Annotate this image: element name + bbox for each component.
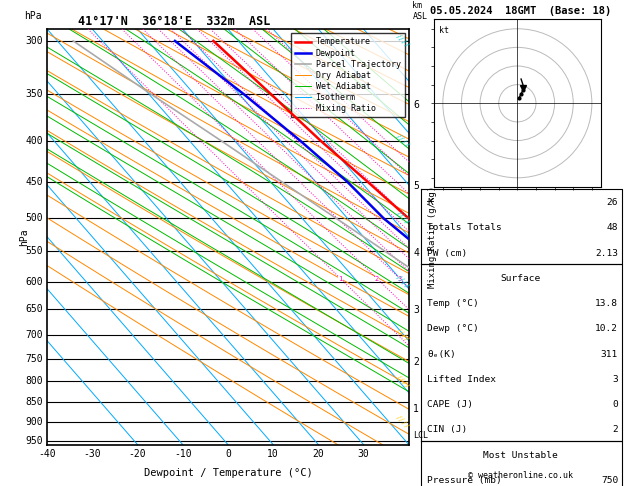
Text: CAPE (J): CAPE (J) — [427, 400, 473, 409]
Text: Most Unstable: Most Unstable — [483, 451, 558, 460]
Text: ////: //// — [394, 133, 411, 149]
Text: Surface: Surface — [501, 274, 540, 283]
Text: -40: -40 — [38, 449, 56, 459]
Legend: Temperature, Dewpoint, Parcel Trajectory, Dry Adiabat, Wet Adiabat, Isotherm, Mi: Temperature, Dewpoint, Parcel Trajectory… — [291, 34, 404, 117]
Text: Temp (°C): Temp (°C) — [427, 299, 479, 308]
Text: 750: 750 — [25, 354, 43, 364]
Text: 10: 10 — [267, 449, 279, 459]
Text: 700: 700 — [25, 330, 43, 340]
Text: 26: 26 — [606, 198, 618, 207]
Text: 450: 450 — [25, 177, 43, 187]
Text: 2: 2 — [375, 276, 379, 281]
Text: -30: -30 — [84, 449, 101, 459]
Text: 400: 400 — [25, 136, 43, 146]
Text: 0: 0 — [225, 449, 231, 459]
Text: 650: 650 — [25, 304, 43, 314]
Text: 900: 900 — [25, 417, 43, 427]
Text: Lifted Index: Lifted Index — [427, 375, 496, 384]
Text: hPa: hPa — [24, 11, 42, 21]
Text: K: K — [427, 198, 433, 207]
Text: 3: 3 — [613, 375, 618, 384]
Text: ////: //// — [394, 210, 411, 226]
Text: 5: 5 — [413, 180, 419, 191]
Text: 20: 20 — [313, 449, 325, 459]
Text: ////: //// — [394, 373, 411, 390]
Text: 950: 950 — [25, 436, 43, 446]
Title: 41°17'N  36°18'E  332m  ASL: 41°17'N 36°18'E 332m ASL — [77, 15, 270, 28]
Text: PW (cm): PW (cm) — [427, 248, 467, 258]
Text: 300: 300 — [25, 36, 43, 46]
Text: 3: 3 — [398, 276, 402, 281]
Text: 4: 4 — [413, 247, 419, 258]
Text: 3: 3 — [413, 305, 419, 315]
Text: 0: 0 — [613, 400, 618, 409]
Text: hPa: hPa — [19, 228, 29, 246]
Text: 2.13: 2.13 — [595, 248, 618, 258]
Text: Mixing Ratio (g/kg): Mixing Ratio (g/kg) — [428, 186, 437, 288]
Text: 600: 600 — [25, 277, 43, 287]
Text: 13.8: 13.8 — [595, 299, 618, 308]
Text: km
ASL: km ASL — [413, 1, 428, 21]
Text: 05.05.2024  18GMT  (Base: 18): 05.05.2024 18GMT (Base: 18) — [430, 6, 611, 16]
Text: Totals Totals: Totals Totals — [427, 223, 502, 232]
Text: 10.2: 10.2 — [595, 324, 618, 333]
Text: © weatheronline.co.uk: © weatheronline.co.uk — [468, 471, 573, 480]
Text: LCL: LCL — [413, 432, 428, 440]
Text: ////: //// — [394, 33, 411, 49]
Text: CIN (J): CIN (J) — [427, 425, 467, 434]
Text: ////: //// — [394, 414, 411, 431]
Text: 350: 350 — [25, 89, 43, 100]
Text: 1: 1 — [413, 403, 419, 414]
Text: θₑ(K): θₑ(K) — [427, 349, 456, 359]
Text: 1: 1 — [338, 276, 343, 281]
Text: -20: -20 — [129, 449, 147, 459]
Text: Dewpoint / Temperature (°C): Dewpoint / Temperature (°C) — [143, 468, 313, 478]
Text: 800: 800 — [25, 376, 43, 386]
Text: ////: //// — [394, 327, 411, 343]
Text: Pressure (mb): Pressure (mb) — [427, 476, 502, 485]
Text: 750: 750 — [601, 476, 618, 485]
Text: ////: //// — [394, 274, 411, 290]
Text: 550: 550 — [25, 246, 43, 256]
Text: 500: 500 — [25, 213, 43, 223]
Text: 30: 30 — [358, 449, 369, 459]
Text: kt: kt — [438, 26, 448, 35]
Text: 48: 48 — [606, 223, 618, 232]
Text: 850: 850 — [25, 398, 43, 407]
Text: 2: 2 — [613, 425, 618, 434]
Text: -10: -10 — [174, 449, 192, 459]
Text: Dewp (°C): Dewp (°C) — [427, 324, 479, 333]
Text: 311: 311 — [601, 349, 618, 359]
Text: 2: 2 — [413, 357, 419, 367]
Text: 6: 6 — [413, 100, 419, 110]
